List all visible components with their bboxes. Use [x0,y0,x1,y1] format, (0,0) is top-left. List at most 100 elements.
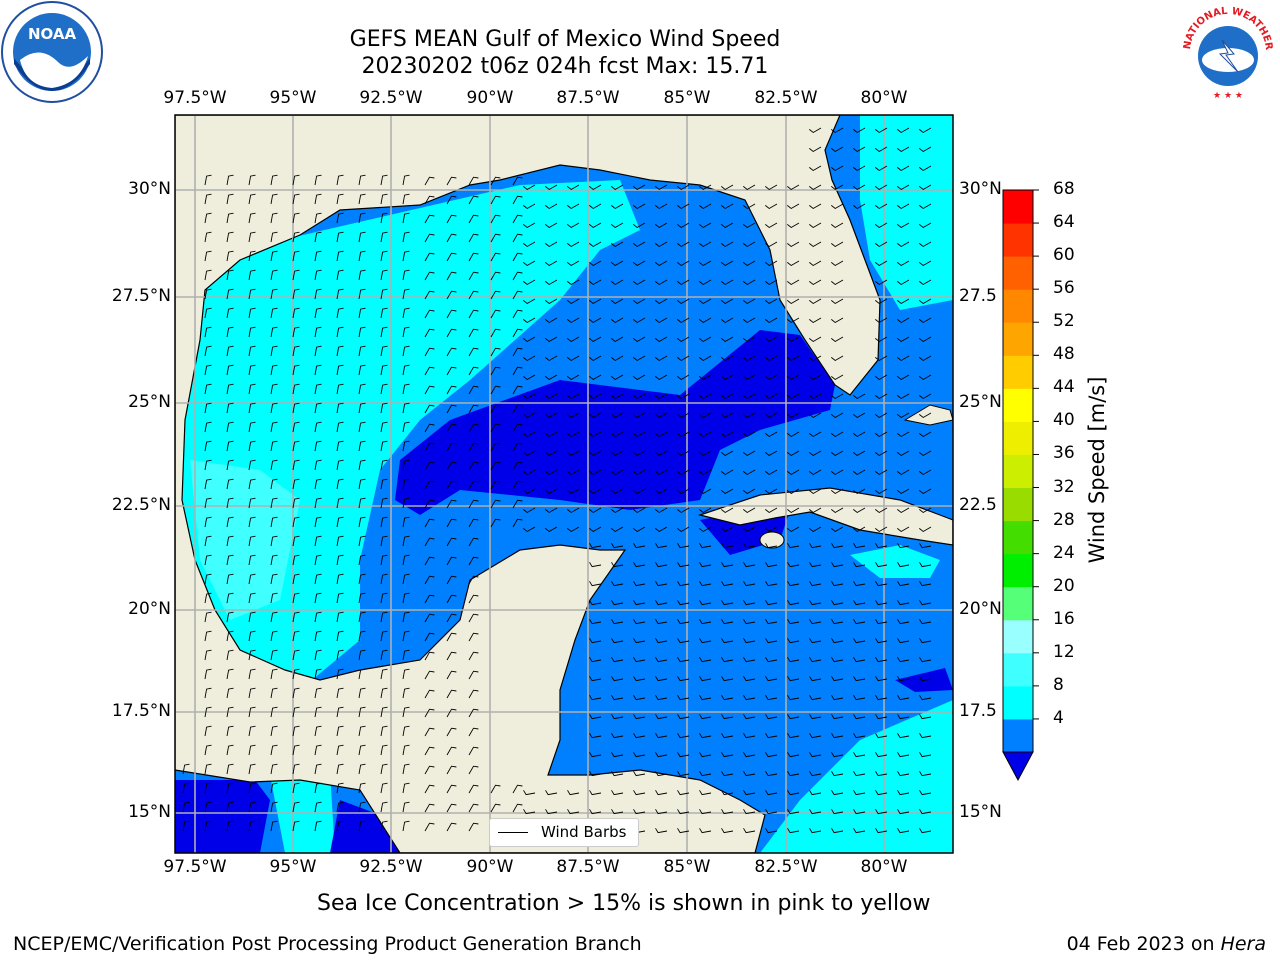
wind-barb [919,374,932,381]
date-text: 04 Feb 2023 on Hera [1067,933,1266,955]
wind-barb [853,695,866,701]
wind-barb [424,252,435,262]
wind-barb [204,402,212,414]
wind-barb [611,695,624,701]
wind-barb [633,507,646,514]
wind-barb [567,809,580,815]
lon-label-top: 92.5°W [359,88,423,108]
wind-barb [655,469,668,476]
wind-barb [468,404,479,414]
wind-barb [765,600,778,606]
wind-barb [721,714,734,720]
wind-barb [809,828,822,834]
lat-label-right: 30°N [959,179,1002,199]
wind-barb [611,488,624,495]
wind-barb [512,233,523,243]
wind-barb [490,423,501,433]
wind-barb [809,241,822,248]
wind-barb [248,725,256,737]
wind-barb [402,649,410,661]
wind-barb [677,317,690,324]
wind-barb [292,174,300,186]
wind-barb [765,393,778,400]
wind-barb [699,203,712,210]
wind-barb [897,241,910,248]
wind-barb [809,146,822,153]
wind-barb [512,309,523,319]
wind-barb [314,687,322,699]
wind-barb [314,459,322,471]
wind-barb [402,497,410,509]
wind-barb [314,649,322,661]
wind-barb [611,676,624,682]
wind-barb [765,714,778,720]
wind-barb [380,516,388,528]
wind-barb [270,782,278,794]
wind-barb [424,366,435,376]
wind-barb [611,260,624,267]
wind-barb [721,543,734,549]
wind-barb [270,269,278,281]
wind-barb [897,714,910,720]
wind-barb [677,771,690,777]
wind-barb [743,412,756,419]
wind-barb [853,752,866,758]
wind-barb [897,790,910,796]
noaa-logo-icon: NOAA [1,1,103,103]
wind-barb [655,657,668,663]
wind-barb [853,165,866,172]
wind-barb [765,809,778,815]
wind-barb [292,782,300,794]
wind-barb [633,809,646,815]
wind-barb [589,676,602,682]
wind-barb [336,516,344,528]
wind-barb [248,459,256,471]
wind-barb [424,309,435,319]
wind-barb [787,279,800,286]
wind-barb [468,784,479,794]
wind-barb [314,383,322,395]
wind-barb [468,233,479,243]
wind-barb [468,461,479,471]
wind-barb [446,366,457,376]
wind-barb [512,499,523,509]
wind-barb [611,184,624,191]
wind-barb [424,423,435,433]
wind-barb [490,784,501,794]
wind-barb [523,431,536,438]
wind-barb [633,562,646,568]
wind-barb [875,619,888,625]
wind-barb [545,241,558,248]
wind-barb [633,657,646,663]
wind-barb [380,478,388,490]
wind-barb [699,695,712,701]
wind-barb [919,469,932,476]
wind-barb [787,298,800,305]
wind-barb [402,402,410,414]
wind-barb [721,619,734,625]
wind-barb [589,184,602,191]
wind-barb [270,706,278,718]
wind-barb [358,326,366,338]
wind-barb [292,269,300,281]
wind-barb [611,507,624,514]
wind-barb [589,657,602,663]
wind-barb [765,562,778,568]
wind-barb [633,317,646,324]
wind-barb [402,478,410,490]
wind-barb [446,423,457,433]
colorbar-tick-label: 20 [1053,575,1075,596]
wind-barb [226,307,234,319]
wind-barb [765,638,778,644]
wind-barb [699,222,712,229]
wind-barb [765,184,778,191]
wind-barb [424,765,435,775]
wind-barb [831,562,844,568]
wind-barb [919,146,932,153]
wind-barb [831,450,844,457]
wind-barb [490,328,501,338]
wind-barb [314,725,322,737]
wind-barb [721,676,734,682]
wind-barb [402,288,410,300]
wind-barb [314,611,322,623]
